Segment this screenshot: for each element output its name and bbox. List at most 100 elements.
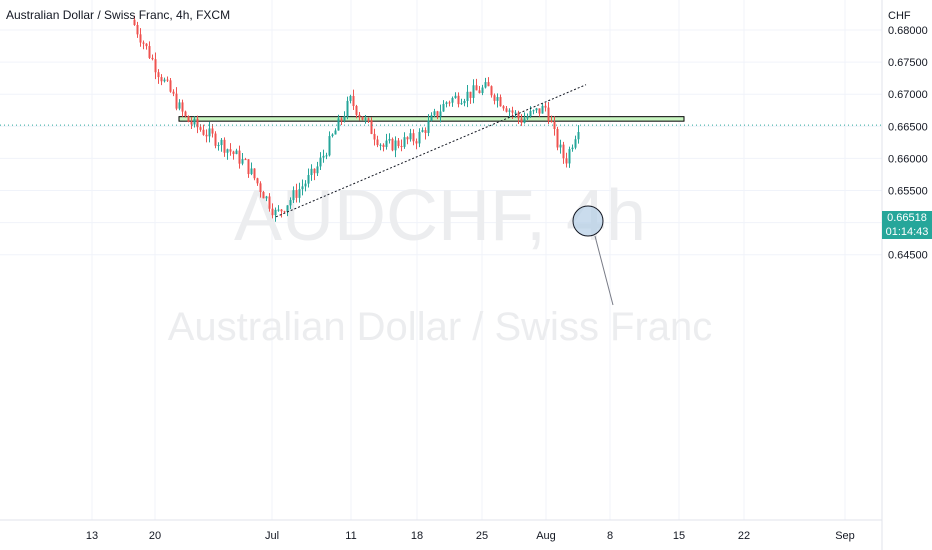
time-tick-label: 18 (411, 530, 423, 542)
candle-down (232, 151, 235, 155)
price-tick-label: 0.67500 (888, 57, 928, 69)
candle-down (550, 120, 553, 123)
candle-down (382, 144, 385, 147)
candle-up (463, 100, 466, 104)
candle-up (337, 118, 340, 131)
candle-up (523, 118, 526, 123)
candle-up (541, 105, 544, 114)
watermark-name: Australian Dollar / Swiss Franc (168, 305, 713, 349)
candle-up (484, 82, 487, 88)
candle-up (163, 79, 166, 82)
candle-down (475, 85, 478, 91)
candle-down (259, 183, 262, 192)
candle-down (391, 138, 394, 151)
currency-label: CHF (888, 10, 911, 22)
candle-down (313, 168, 316, 174)
time-tick-label: Aug (536, 530, 556, 542)
candle-up (178, 102, 181, 109)
time-tick-label: 25 (476, 530, 488, 542)
candle-up (454, 95, 457, 99)
candle-down (358, 114, 361, 117)
candle-down (373, 133, 376, 140)
candle-down (148, 46, 151, 58)
grid-lines (0, 0, 882, 520)
candle-down (553, 122, 556, 129)
candle-up (379, 144, 382, 146)
candle-up (388, 138, 391, 141)
candle-down (187, 116, 190, 122)
candle-up (571, 147, 574, 150)
price-tick-label: 0.66500 (888, 121, 928, 133)
candle-up (568, 149, 571, 164)
candle-up (343, 116, 346, 121)
candle-up (349, 95, 352, 101)
candle-up (319, 157, 322, 167)
candle-up (274, 209, 277, 216)
candle-up (241, 159, 244, 164)
chart-title: Australian Dollar / Swiss Franc, 4h, FXC… (6, 8, 231, 22)
candle-up (310, 168, 313, 176)
drawings[interactable] (0, 84, 882, 306)
candle-down (268, 196, 271, 209)
candle-down (562, 144, 565, 159)
candle-up (301, 186, 304, 190)
candle-down (400, 146, 403, 148)
candle-down (211, 128, 214, 134)
candle-down (169, 80, 172, 92)
arrow-line (594, 235, 614, 306)
candle-up (427, 120, 430, 133)
candle-down (133, 19, 136, 25)
candle-up (439, 111, 442, 117)
candle-up (277, 209, 280, 211)
candle-down (517, 112, 520, 119)
candle-down (196, 118, 199, 128)
time-tick-label: Jul (265, 530, 279, 542)
candle-up (529, 110, 532, 117)
candle-up (430, 115, 433, 121)
candle-up (466, 91, 469, 101)
candle-up (385, 140, 388, 147)
candle-down (499, 97, 502, 107)
candle-down (202, 129, 205, 135)
candle-up (346, 100, 349, 117)
candle-down (160, 77, 163, 82)
candles (133, 15, 580, 222)
candle-down (151, 57, 154, 60)
candle-down (295, 190, 298, 198)
candle-up (535, 108, 538, 111)
candle-down (340, 118, 343, 121)
candle-up (409, 133, 412, 140)
candle-up (481, 87, 484, 94)
candle-down (412, 133, 415, 142)
candle-down (397, 140, 400, 147)
candle-up (364, 118, 367, 120)
candle-up (235, 150, 238, 155)
candle-up (208, 128, 211, 137)
candle-down (175, 93, 178, 109)
candle-down (355, 105, 358, 115)
candle-down (256, 178, 259, 184)
time-tick-label: 22 (738, 530, 750, 542)
candle-down (253, 168, 256, 179)
candle-up (334, 130, 337, 135)
candle-down (457, 95, 460, 105)
candle-up (217, 145, 220, 147)
current-price-label: 0.66518 (882, 211, 932, 225)
candle-up (403, 137, 406, 147)
candle-down (436, 111, 439, 117)
candle-up (226, 149, 229, 153)
candle-up (328, 136, 331, 156)
countdown-label: 01:14:43 (882, 225, 932, 239)
candle-up (325, 155, 328, 157)
candle-down (166, 79, 169, 81)
candle-down (190, 121, 193, 125)
time-tick-label: Sep (835, 530, 855, 542)
candle-down (367, 118, 370, 121)
candle-up (514, 112, 517, 114)
candle-down (244, 159, 247, 161)
candle-up (298, 189, 301, 198)
candle-down (181, 102, 184, 112)
candle-down (145, 43, 148, 47)
time-axis[interactable]: 13 20 Jul 11 18 25 Aug 8 15 22 Sep (86, 530, 855, 542)
